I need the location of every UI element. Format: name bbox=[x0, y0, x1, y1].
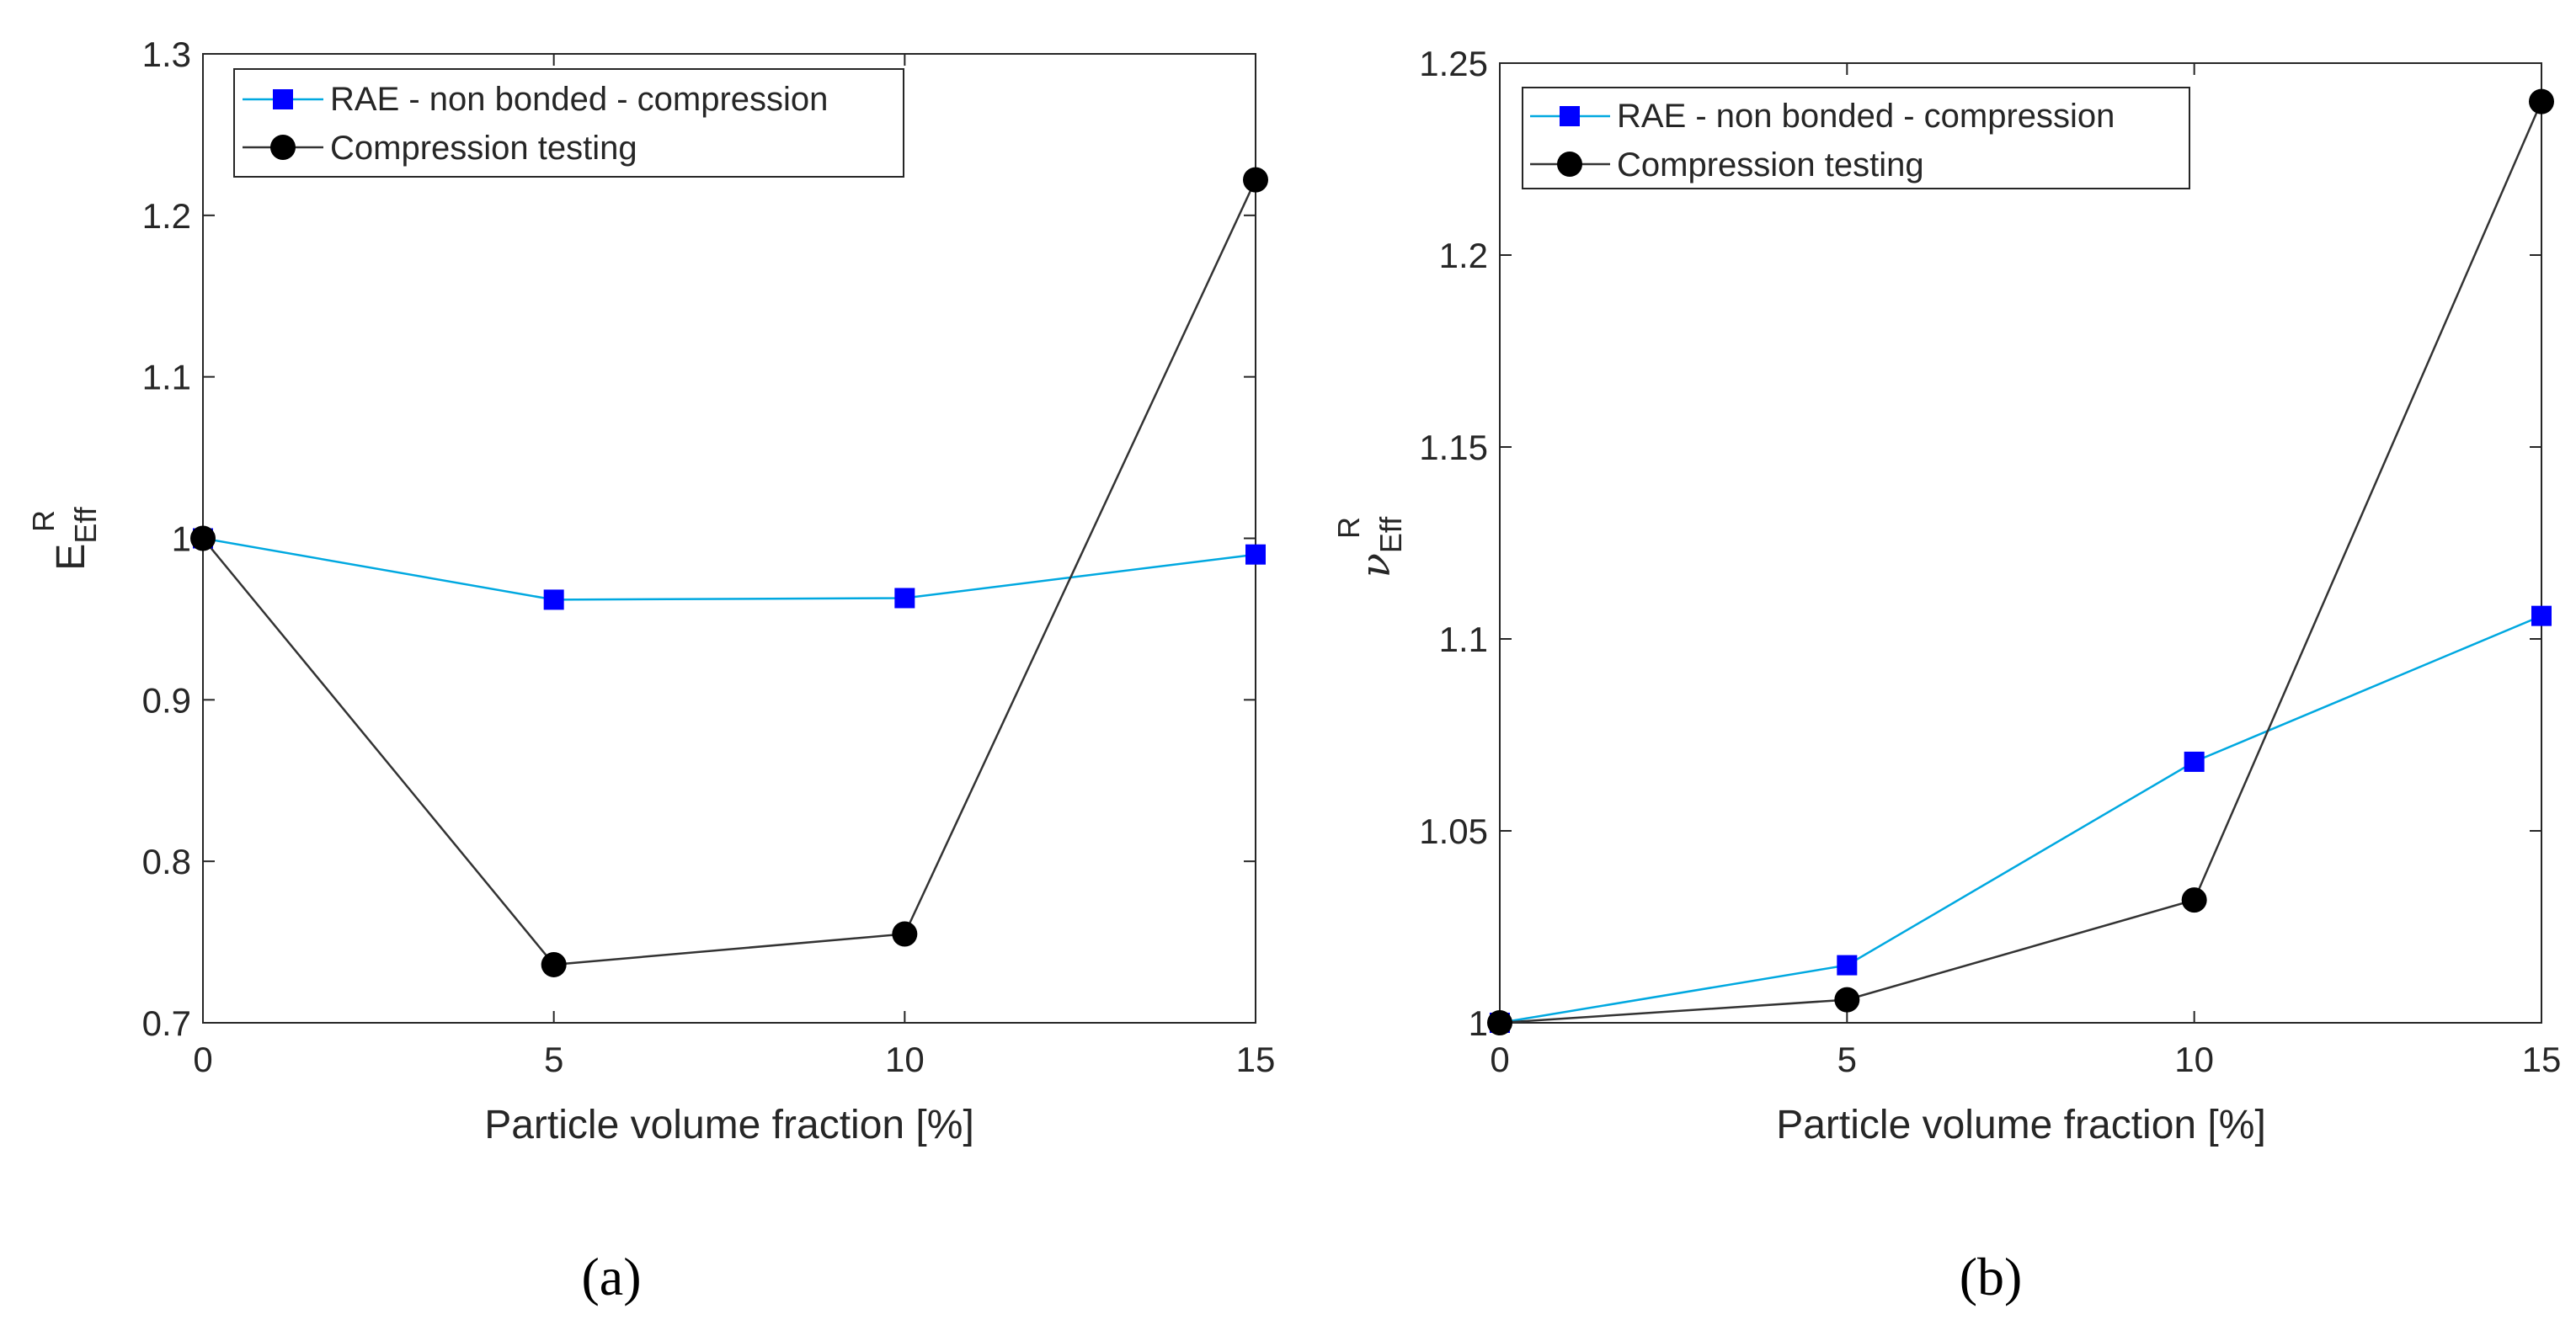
y-tick-label-a-4: 1.1 bbox=[142, 358, 191, 397]
point-rae-a-3 bbox=[1245, 544, 1266, 565]
panel-a: 0 5 10 15 0.7 0.8 0.9 1 1.1 1.2 1.3 RAE - non bond… bbox=[26, 35, 1275, 1306]
y-axis-label-a: EEff bbox=[49, 506, 103, 570]
y-tick-label-a-0: 0.7 bbox=[142, 1003, 191, 1043]
legend-label-testing-a: Compression testing bbox=[330, 130, 637, 167]
legend-label-testing-b: Compression testing bbox=[1617, 146, 1924, 184]
ticks-a: 0 5 10 15 0.7 0.8 0.9 1 1.1 1.2 1.3 bbox=[142, 35, 1276, 1079]
y-axis-label-b-sub: Eff bbox=[1373, 516, 1408, 553]
point-testing-a-0 bbox=[190, 525, 216, 551]
point-testing-b-1 bbox=[1834, 987, 1860, 1013]
ticks-b: 0 5 10 15 1 1.05 1.1 1.15 1.2 1.25 bbox=[1419, 44, 2561, 1079]
y-tick-label-b-1: 1.05 bbox=[1419, 811, 1488, 851]
y-tick-label-b-0: 1 bbox=[1469, 1003, 1488, 1043]
point-testing-a-2 bbox=[892, 921, 918, 947]
y-tick-label-a-6: 1.3 bbox=[142, 35, 191, 74]
point-rae-a-2 bbox=[894, 588, 915, 609]
y-axis-label-a-sup: R bbox=[26, 510, 61, 532]
point-rae-a-1 bbox=[543, 589, 564, 610]
y-tick-label-a-3: 1 bbox=[172, 519, 191, 559]
y-tick-label-b-5: 1.25 bbox=[1419, 44, 1488, 83]
x-tick-label-a-2: 10 bbox=[885, 1040, 925, 1079]
series-lines-a bbox=[202, 179, 1257, 966]
legend-label-rae-a: RAE - non bonded - compression bbox=[330, 81, 828, 118]
series-markers-a bbox=[190, 167, 1268, 977]
point-rae-b-3 bbox=[2531, 605, 2552, 626]
plot-area-a bbox=[202, 53, 1256, 1024]
plot-area-b bbox=[1499, 62, 2542, 1024]
point-testing-b-3 bbox=[2529, 88, 2554, 114]
x-tick-label-b-2: 10 bbox=[2174, 1040, 2214, 1079]
series-lines-b bbox=[1499, 101, 2543, 1024]
x-axis-label-b: Particle volume fraction [%] bbox=[1776, 1103, 2266, 1147]
y-axis-label-b-sup: R bbox=[1331, 517, 1366, 539]
y-tick-label-a-5: 1.2 bbox=[142, 196, 191, 236]
legend-b: RAE - non bonded - compression Compressi… bbox=[1522, 87, 2190, 189]
legend-marker-testing-b bbox=[1557, 152, 1582, 177]
y-tick-label-b-3: 1.15 bbox=[1419, 428, 1488, 467]
legend-label-rae-b: RAE - non bonded - compression bbox=[1617, 98, 2115, 135]
panel-b: 0 5 10 15 1 1.05 1.1 1.15 1.2 1.25 RAE - non bond… bbox=[1331, 44, 2561, 1306]
series-line-b-testing bbox=[1499, 101, 2543, 1024]
x-tick-label-b-0: 0 bbox=[1490, 1040, 1509, 1079]
legend-marker-testing-a bbox=[270, 135, 296, 160]
panel-label-b: (b) bbox=[1960, 1247, 2023, 1306]
legend-box-a bbox=[233, 68, 904, 178]
panel-label-a: (a) bbox=[581, 1247, 641, 1306]
x-tick-label-b-3: 15 bbox=[2522, 1040, 2562, 1079]
series-markers-b bbox=[1487, 88, 2554, 1035]
point-rae-b-2 bbox=[2184, 751, 2205, 772]
x-tick-label-a-3: 15 bbox=[1236, 1040, 1276, 1079]
y-axis-label-b-base: ν bbox=[1352, 553, 1400, 577]
y-tick-label-b-4: 1.2 bbox=[1439, 236, 1488, 275]
legend-marker-rae-b bbox=[1560, 106, 1580, 126]
y-tick-label-a-2: 0.9 bbox=[142, 680, 191, 720]
legend-marker-rae-a bbox=[273, 89, 293, 109]
x-tick-label-b-1: 5 bbox=[1837, 1040, 1857, 1079]
y-axis-label-a-base: E bbox=[49, 544, 93, 571]
legend-box-b bbox=[1522, 87, 2190, 189]
series-line-a-rae bbox=[202, 537, 1256, 601]
y-axis-label-b: νEff bbox=[1352, 516, 1408, 578]
series-line-a-testing bbox=[202, 179, 1257, 966]
legend-a: RAE - non bonded - compression Compressi… bbox=[233, 68, 904, 178]
point-testing-b-2 bbox=[2181, 887, 2207, 913]
y-tick-label-a-1: 0.8 bbox=[142, 842, 191, 881]
x-tick-label-a-0: 0 bbox=[193, 1040, 212, 1079]
point-testing-a-1 bbox=[541, 951, 567, 977]
series-line-b-rae bbox=[1499, 615, 2542, 1024]
y-tick-label-b-2: 1.1 bbox=[1439, 620, 1488, 659]
point-testing-a-3 bbox=[1243, 167, 1268, 193]
point-rae-b-1 bbox=[1837, 955, 1858, 976]
point-testing-b-0 bbox=[1487, 1010, 1512, 1035]
x-tick-label-a-1: 5 bbox=[544, 1040, 563, 1079]
y-axis-label-a-sub: Eff bbox=[68, 506, 103, 543]
x-axis-label-a: Particle volume fraction [%] bbox=[484, 1103, 974, 1147]
